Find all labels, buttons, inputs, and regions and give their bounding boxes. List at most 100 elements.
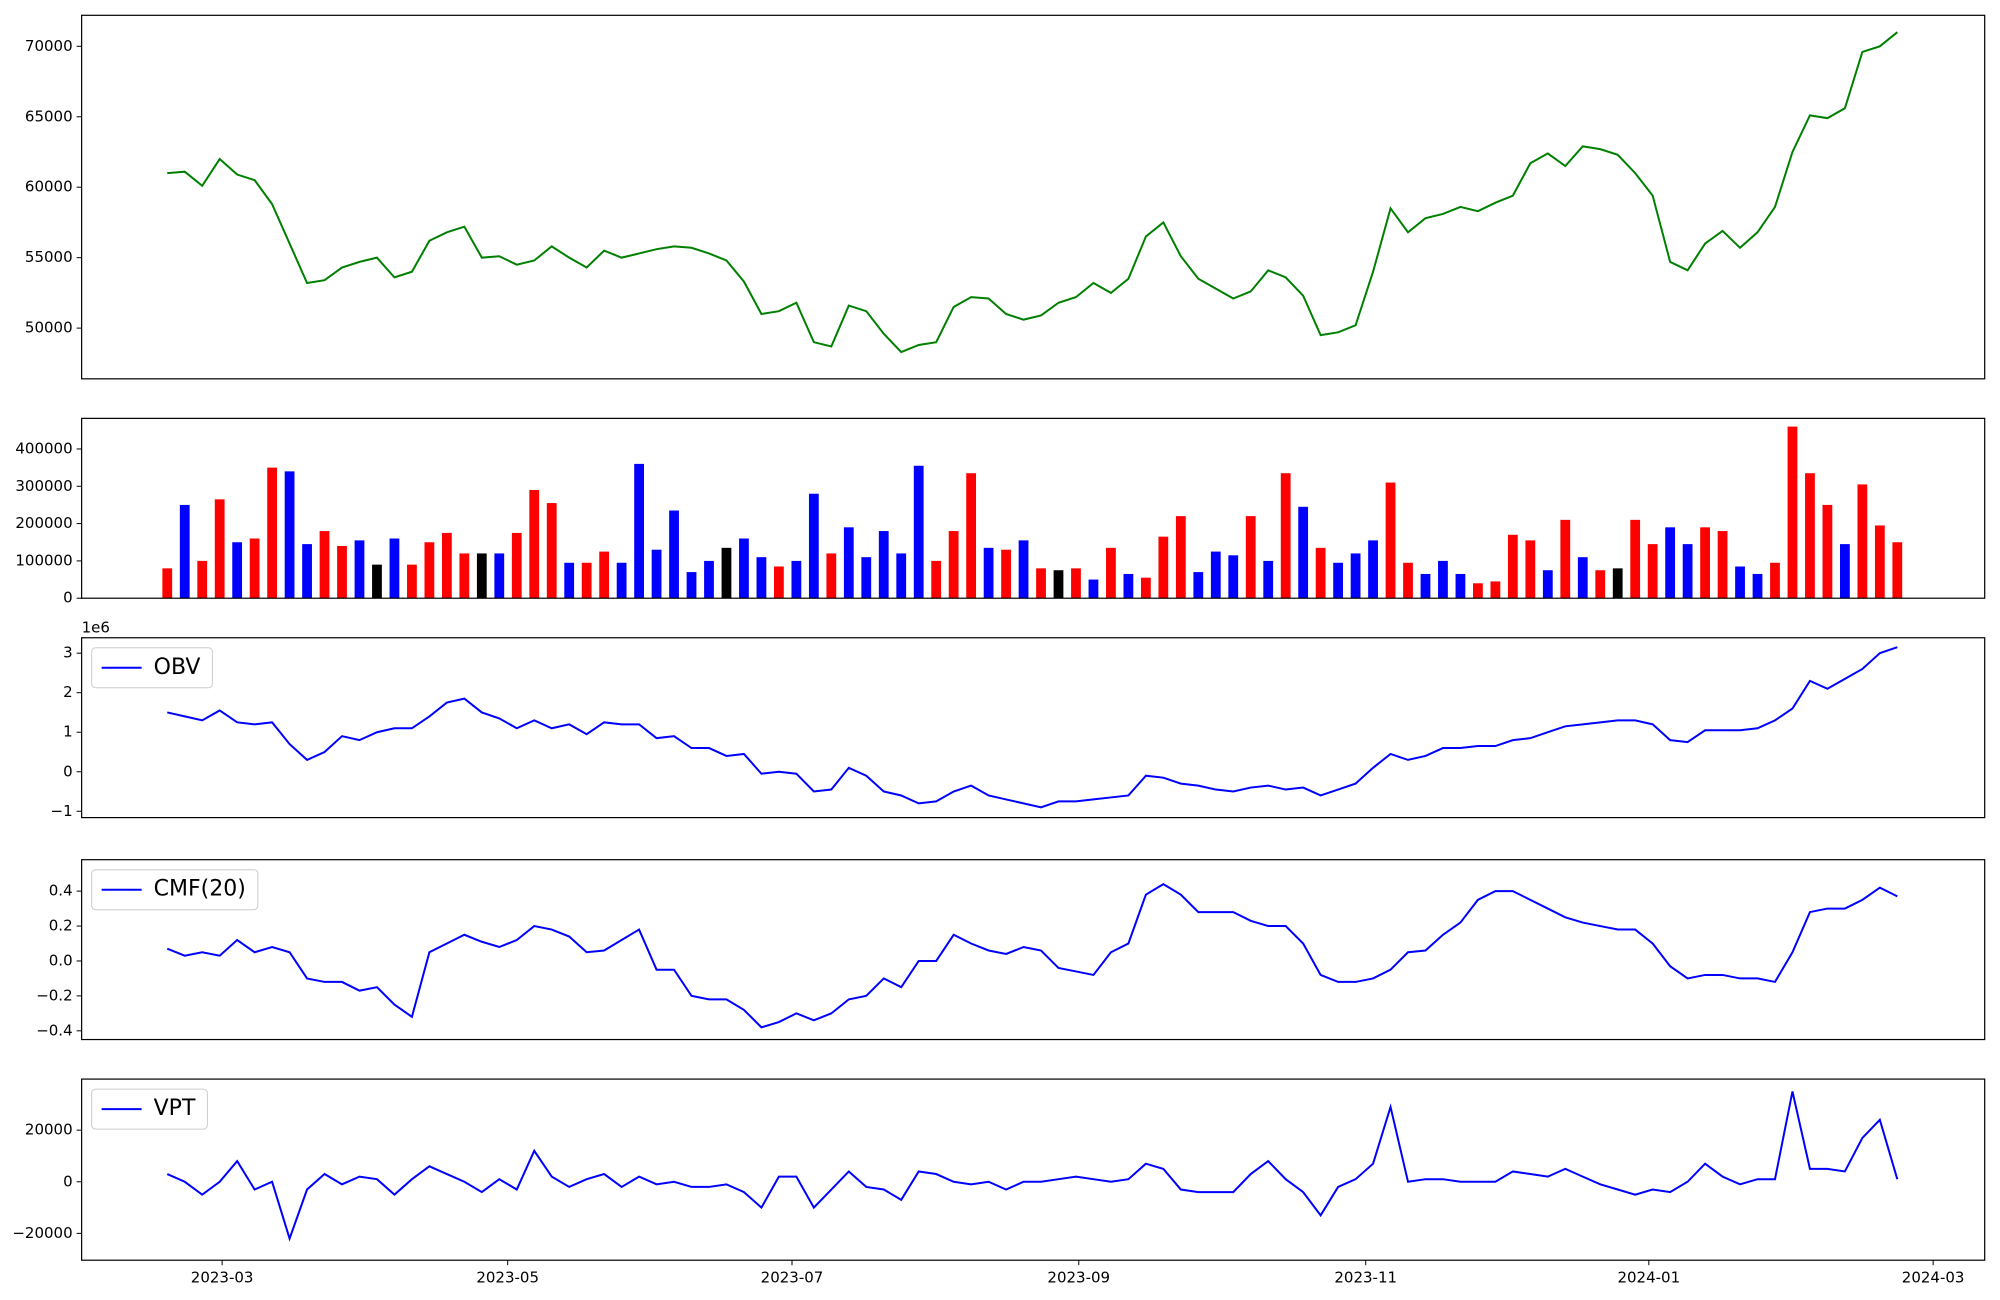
bar <box>1805 473 1815 599</box>
bar <box>1228 555 1239 599</box>
y-tick-label: 0 <box>63 1172 73 1190</box>
bar <box>1822 504 1833 599</box>
bar <box>1612 568 1623 599</box>
panel: 50000 55000 60000 65000 70000 <box>25 14 1986 380</box>
bar <box>1315 547 1326 599</box>
bar <box>337 545 347 599</box>
bar <box>739 538 749 599</box>
bar <box>1071 568 1081 599</box>
bar <box>1595 570 1606 599</box>
bar <box>302 544 312 599</box>
y-tick-label: −1 <box>51 802 73 820</box>
bar <box>651 549 662 599</box>
bar <box>1525 540 1536 599</box>
y-tick-label: 300000 <box>15 477 72 495</box>
bar <box>686 572 697 599</box>
bar <box>948 531 959 599</box>
legend-box <box>91 869 259 911</box>
bar <box>843 527 854 599</box>
y-tick-label: 60000 <box>25 178 73 196</box>
bar <box>1542 570 1553 599</box>
x-tick-label: 2024-03 <box>1902 1269 1965 1287</box>
axes-frame <box>81 14 1986 380</box>
y-tick-label: 100000 <box>15 551 72 569</box>
bar <box>249 538 260 599</box>
plot-area <box>166 1091 1899 1242</box>
bar <box>319 531 330 599</box>
y-tick-label: 400000 <box>15 439 72 457</box>
y-tick-label: 1 <box>63 723 73 741</box>
x-tick-label: 2024-01 <box>1617 1269 1680 1287</box>
legend-box <box>91 1088 208 1130</box>
bar <box>634 463 644 599</box>
bar <box>564 562 575 599</box>
bar <box>354 540 365 599</box>
bar <box>1682 544 1693 599</box>
line <box>166 882 1898 1029</box>
bar <box>966 473 977 599</box>
bar <box>581 562 592 599</box>
bar <box>1787 426 1798 599</box>
bar <box>791 560 802 599</box>
bar <box>756 557 767 599</box>
bar <box>1298 506 1309 599</box>
bar <box>774 566 784 599</box>
panel: −20000 0 20000 2023-03 2023-05 2023-07 2023-09… <box>12 1078 1986 1287</box>
bar <box>546 503 557 599</box>
bar <box>1018 540 1029 599</box>
bar <box>1403 562 1413 599</box>
bar <box>1507 534 1518 599</box>
bar <box>1735 566 1745 599</box>
bar <box>931 560 942 599</box>
legend-label: VPT <box>154 1096 196 1121</box>
line <box>166 1091 1899 1242</box>
bar <box>1350 553 1361 599</box>
bar <box>1717 531 1728 599</box>
y-tick-label: −0.2 <box>36 986 72 1004</box>
bar <box>913 465 924 599</box>
legend-label: CMF(20) <box>154 877 246 902</box>
bar <box>1106 547 1116 599</box>
bar <box>721 547 732 599</box>
bar <box>1280 473 1291 599</box>
panel: −0.4 −0.2 0.0 0.2 0.4 CMF(20) <box>36 859 1986 1041</box>
x-tick-label: 2023-03 <box>191 1269 254 1287</box>
bar <box>878 531 889 599</box>
bar <box>267 467 278 599</box>
axes-frame <box>81 859 1986 1041</box>
bar <box>1473 583 1483 599</box>
y-tick-label: 0.2 <box>49 917 73 935</box>
bar <box>214 499 225 599</box>
y-tick-label: 2 <box>63 683 73 701</box>
y-tick-label: 0 <box>63 762 73 780</box>
axes-frame <box>81 417 1986 599</box>
bar <box>1001 549 1011 599</box>
y-tick-label: 70000 <box>25 37 73 55</box>
bar <box>896 553 907 599</box>
line <box>167 31 1898 354</box>
legend-label: OBV <box>154 655 201 680</box>
bar <box>826 553 837 599</box>
y-tick-label: 50000 <box>25 319 73 337</box>
bar <box>1455 573 1466 599</box>
x-tick-label: 2023-05 <box>476 1269 539 1287</box>
plot-area <box>167 646 1898 809</box>
bar <box>1874 525 1885 599</box>
bar <box>441 532 452 599</box>
bar <box>1630 519 1641 599</box>
bar <box>1263 560 1274 599</box>
legend-box <box>91 647 213 689</box>
bar <box>1892 542 1903 599</box>
bar <box>1368 540 1378 599</box>
y-tick-label: 0 <box>63 589 73 607</box>
bar <box>389 538 400 599</box>
bar <box>1857 484 1868 599</box>
bar <box>1333 562 1344 599</box>
bar <box>1175 516 1186 599</box>
bar <box>197 560 208 599</box>
x-tick-label: 2023-07 <box>761 1269 824 1287</box>
bar <box>669 510 679 599</box>
bar <box>983 547 994 599</box>
bar <box>1123 573 1134 599</box>
